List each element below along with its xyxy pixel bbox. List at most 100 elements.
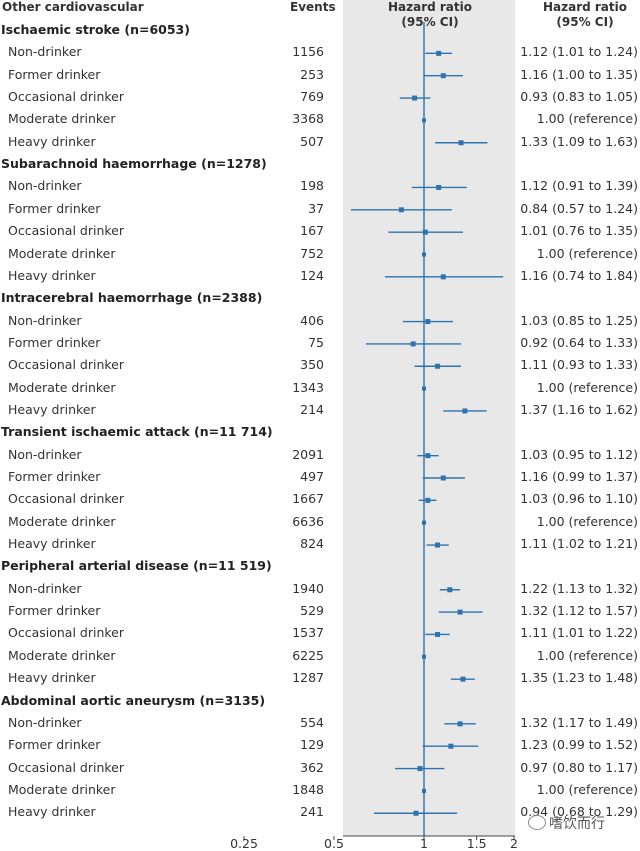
row-events: 6225 bbox=[292, 647, 324, 663]
row-hazard-ratio: 1.32 (1.12 to 1.57) bbox=[520, 603, 638, 619]
row-label: Occasional drinker bbox=[8, 491, 124, 507]
row-events: 1940 bbox=[292, 580, 324, 596]
row-events: 1537 bbox=[292, 625, 324, 641]
row-events: 1848 bbox=[292, 781, 324, 797]
row-hazard-ratio: 1.33 (1.09 to 1.63) bbox=[520, 133, 638, 149]
row-events: 167 bbox=[300, 223, 324, 239]
row-hazard-ratio: 1.00 (reference) bbox=[536, 111, 638, 127]
row-hazard-ratio: 0.93 (0.83 to 1.05) bbox=[520, 89, 638, 105]
plot-panel-background bbox=[343, 0, 515, 836]
row-hazard-ratio: 1.35 (1.23 to 1.48) bbox=[520, 670, 638, 686]
row-label: Former drinker bbox=[8, 200, 101, 216]
point-estimate bbox=[440, 475, 446, 481]
row-label: Non-drinker bbox=[8, 446, 82, 462]
point-estimate bbox=[448, 743, 454, 749]
x-tick-label: 0.25 bbox=[230, 836, 258, 851]
row-label: Non-drinker bbox=[8, 178, 82, 194]
point-estimate bbox=[422, 386, 426, 391]
row-hazard-ratio: 1.12 (1.01 to 1.24) bbox=[520, 44, 638, 60]
row-hazard-ratio: 1.00 (reference) bbox=[536, 647, 638, 663]
row-label: Heavy drinker bbox=[8, 670, 96, 686]
row-label: Heavy drinker bbox=[8, 536, 96, 552]
row-hazard-ratio: 1.03 (0.85 to 1.25) bbox=[520, 312, 638, 328]
row-events: 362 bbox=[300, 759, 324, 775]
point-estimate bbox=[425, 319, 431, 325]
row-events: 497 bbox=[300, 469, 324, 484]
row-label: Occasional drinker bbox=[8, 357, 124, 373]
column-header-group: Other cardiovascular bbox=[2, 0, 144, 14]
row-label: Former drinker bbox=[8, 66, 101, 82]
wechat-icon bbox=[528, 815, 546, 830]
row-label: Moderate drinker bbox=[8, 647, 116, 663]
point-estimate bbox=[458, 140, 464, 146]
row-events: 1156 bbox=[292, 44, 324, 60]
watermark-text: 嗜饮而行 bbox=[549, 816, 605, 832]
x-tick-label: 1 bbox=[420, 836, 428, 851]
point-estimate bbox=[436, 50, 442, 56]
row-label: Moderate drinker bbox=[8, 245, 116, 261]
column-header-plot-line1: Hazard ratio bbox=[387, 0, 473, 14]
row-hazard-ratio: 1.16 (1.00 to 1.35) bbox=[520, 66, 638, 82]
row-events: 1667 bbox=[292, 491, 324, 507]
row-label: Heavy drinker bbox=[8, 804, 96, 820]
row-label: Former drinker bbox=[8, 603, 101, 619]
row-label: Former drinker bbox=[8, 469, 101, 484]
row-events: 37 bbox=[308, 200, 324, 216]
row-hazard-ratio: 1.03 (0.95 to 1.12) bbox=[520, 446, 638, 462]
row-label: Moderate drinker bbox=[8, 513, 116, 529]
row-events: 198 bbox=[300, 178, 324, 194]
row-label: Heavy drinker bbox=[8, 401, 96, 417]
row-events: 2091 bbox=[292, 446, 324, 462]
row-hazard-ratio: 1.00 (reference) bbox=[536, 379, 638, 395]
point-estimate bbox=[413, 810, 419, 816]
column-header-events: Events bbox=[290, 0, 336, 14]
x-tick-label: 0.5 bbox=[324, 836, 344, 851]
column-header-hr: Hazard ratio (95% CI) bbox=[530, 0, 640, 30]
row-hazard-ratio: 1.11 (0.93 to 1.33) bbox=[520, 357, 638, 373]
row-events: 529 bbox=[300, 603, 324, 619]
point-estimate bbox=[412, 95, 418, 101]
point-estimate bbox=[435, 631, 441, 637]
row-events: 752 bbox=[300, 245, 324, 261]
row-hazard-ratio: 1.01 (0.76 to 1.35) bbox=[520, 223, 638, 239]
row-label: Non-drinker bbox=[8, 312, 82, 328]
row-label: Occasional drinker bbox=[8, 759, 124, 775]
row-events: 1287 bbox=[292, 670, 324, 686]
row-label: Non-drinker bbox=[8, 714, 82, 730]
watermark: 嗜饮而行 bbox=[528, 813, 605, 833]
point-estimate bbox=[462, 408, 468, 414]
row-hazard-ratio: 0.92 (0.64 to 1.33) bbox=[520, 334, 638, 350]
group-title: Ischaemic stroke (n=6053) bbox=[1, 22, 190, 37]
row-hazard-ratio: 0.84 (0.57 to 1.24) bbox=[520, 200, 638, 216]
row-events: 507 bbox=[300, 133, 324, 149]
row-hazard-ratio: 0.94 (0.68 to 1.29) bbox=[520, 804, 638, 820]
row-hazard-ratio: 1.03 (0.96 to 1.10) bbox=[520, 491, 638, 507]
row-events: 241 bbox=[300, 804, 324, 820]
group-title: Peripheral arterial disease (n=11 519) bbox=[1, 558, 272, 574]
group-title: Subarachnoid haemorrhage (n=1278) bbox=[1, 156, 267, 172]
row-events: 124 bbox=[300, 267, 324, 283]
row-hazard-ratio: 1.16 (0.74 to 1.84) bbox=[520, 267, 638, 283]
row-label: Former drinker bbox=[8, 334, 101, 350]
row-hazard-ratio: 1.11 (1.01 to 1.22) bbox=[520, 625, 638, 641]
point-estimate bbox=[460, 676, 466, 682]
row-label: Occasional drinker bbox=[8, 89, 124, 105]
row-hazard-ratio: 1.23 (0.99 to 1.52) bbox=[520, 737, 638, 753]
point-estimate bbox=[425, 453, 431, 459]
row-events: 6636 bbox=[292, 513, 324, 529]
row-events: 406 bbox=[300, 312, 324, 328]
point-estimate bbox=[417, 766, 423, 772]
point-estimate bbox=[422, 252, 426, 257]
row-hazard-ratio: 1.37 (1.16 to 1.62) bbox=[520, 401, 638, 417]
group-title: Transient ischaemic attack (n=11 714) bbox=[1, 424, 273, 440]
row-hazard-ratio: 0.97 (0.80 to 1.17) bbox=[520, 759, 638, 775]
row-events: 3368 bbox=[292, 111, 324, 127]
column-header-plot-line2: (95% CI) bbox=[401, 15, 459, 29]
row-hazard-ratio: 1.00 (reference) bbox=[536, 513, 638, 529]
row-hazard-ratio: 1.11 (1.02 to 1.21) bbox=[520, 536, 638, 552]
group-title: Intracerebral haemorrhage (n=2388) bbox=[1, 290, 263, 306]
point-estimate bbox=[425, 497, 431, 503]
row-hazard-ratio: 1.12 (0.91 to 1.39) bbox=[520, 178, 638, 194]
row-events: 214 bbox=[300, 401, 324, 417]
